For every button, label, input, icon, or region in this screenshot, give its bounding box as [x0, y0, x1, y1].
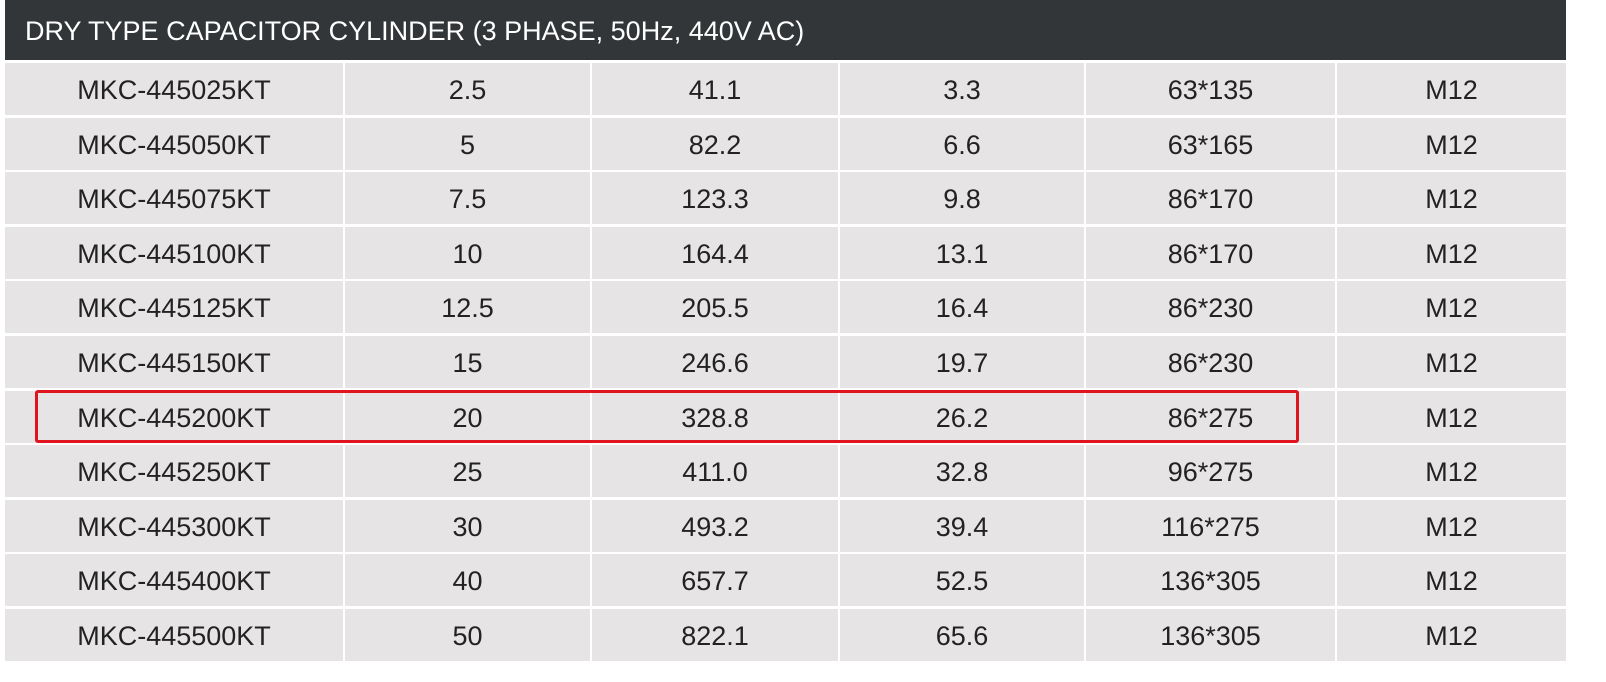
table-cell: 822.1 — [592, 609, 838, 661]
table-cell: M12 — [1337, 445, 1566, 498]
table-cell: 12.5 — [345, 281, 590, 334]
table-row: MKC-445025KT 2.5 41.1 3.3 63*135 M12 — [5, 63, 1566, 115]
table-cell: 10 — [345, 226, 590, 279]
table-cell: 26.2 — [840, 390, 1084, 443]
table-cell: 246.6 — [592, 336, 838, 388]
table-cell: 19.7 — [840, 336, 1084, 388]
table-row: MKC-445500KT 50 822.1 65.6 136*305 M12 — [5, 609, 1566, 661]
table-cell: 52.5 — [840, 554, 1084, 607]
table-row: MKC-445250KT 25 411.0 32.8 96*275 M12 — [5, 445, 1566, 498]
table-cell: 136*305 — [1086, 609, 1335, 661]
table-cell: MKC-445150KT — [5, 336, 343, 388]
table-row: MKC-445075KT 7.5 123.3 9.8 86*170 M12 — [5, 172, 1566, 225]
table-cell: 16.4 — [840, 281, 1084, 334]
table-cell: MKC-445100KT — [5, 226, 343, 279]
table-cell: 493.2 — [592, 499, 838, 552]
table-cell: MKC-445250KT — [5, 445, 343, 498]
table-cell: 30 — [345, 499, 590, 552]
table-cell: 86*170 — [1086, 226, 1335, 279]
table-cell: 6.6 — [840, 117, 1084, 170]
table-cell: MKC-445125KT — [5, 281, 343, 334]
table-row: MKC-445100KT 10 164.4 13.1 86*170 M12 — [5, 226, 1566, 279]
table-cell: 32.8 — [840, 445, 1084, 498]
table-cell: 86*230 — [1086, 336, 1335, 388]
table-cell: 82.2 — [592, 117, 838, 170]
table-row: MKC-445150KT 15 246.6 19.7 86*230 M12 — [5, 336, 1566, 388]
table-cell: 328.8 — [592, 390, 838, 443]
table-row: MKC-445125KT 12.5 205.5 16.4 86*230 M12 — [5, 281, 1566, 334]
table-cell: 15 — [345, 336, 590, 388]
table-cell: 205.5 — [592, 281, 838, 334]
table-cell: 7.5 — [345, 172, 590, 225]
table-cell: 657.7 — [592, 554, 838, 607]
table-cell: MKC-445200KT — [5, 390, 343, 443]
table-cell: 50 — [345, 609, 590, 661]
table-cell: 63*165 — [1086, 117, 1335, 170]
table-cell: 41.1 — [592, 63, 838, 115]
table-cell: M12 — [1337, 554, 1566, 607]
table-cell: 3.3 — [840, 63, 1084, 115]
table-cell: MKC-445300KT — [5, 499, 343, 552]
table-row: MKC-445400KT 40 657.7 52.5 136*305 M12 — [5, 554, 1566, 607]
table-cell: 2.5 — [345, 63, 590, 115]
table-cell: MKC-445075KT — [5, 172, 343, 225]
table-row: MKC-445200KT 20 328.8 26.2 86*275 M12 — [5, 390, 1566, 443]
table-cell: MKC-445400KT — [5, 554, 343, 607]
table-cell: M12 — [1337, 609, 1566, 661]
table-cell: 63*135 — [1086, 63, 1335, 115]
table-cell: 20 — [345, 390, 590, 443]
table-cell: 65.6 — [840, 609, 1084, 661]
table-cell: M12 — [1337, 63, 1566, 115]
table-cell: 86*230 — [1086, 281, 1335, 334]
table-cell: 5 — [345, 117, 590, 170]
table-cell: 13.1 — [840, 226, 1084, 279]
table-cell: M12 — [1337, 390, 1566, 443]
table-cell: 123.3 — [592, 172, 838, 225]
table-cell: M12 — [1337, 226, 1566, 279]
table-cell: 96*275 — [1086, 445, 1335, 498]
table-cell: 164.4 — [592, 226, 838, 279]
table-cell: M12 — [1337, 336, 1566, 388]
table-cell: 116*275 — [1086, 499, 1335, 552]
table-cell: M12 — [1337, 499, 1566, 552]
table-cell: 86*170 — [1086, 172, 1335, 225]
table-cell: 25 — [345, 445, 590, 498]
table-cell: 9.8 — [840, 172, 1084, 225]
table-row: MKC-445050KT 5 82.2 6.6 63*165 M12 — [5, 117, 1566, 170]
table-cell: MKC-445500KT — [5, 609, 343, 661]
table-title: DRY TYPE CAPACITOR CYLINDER (3 PHASE, 50… — [5, 0, 1566, 60]
table-cell: 136*305 — [1086, 554, 1335, 607]
table-cell: MKC-445050KT — [5, 117, 343, 170]
table-cell: M12 — [1337, 281, 1566, 334]
table-cell: MKC-445025KT — [5, 63, 343, 115]
table-cell: 86*275 — [1086, 390, 1335, 443]
table-cell: M12 — [1337, 172, 1566, 225]
table-cell: 40 — [345, 554, 590, 607]
table-row: MKC-445300KT 30 493.2 39.4 116*275 M12 — [5, 499, 1566, 552]
table-cell: 411.0 — [592, 445, 838, 498]
table-cell: M12 — [1337, 117, 1566, 170]
table-cell: 39.4 — [840, 499, 1084, 552]
